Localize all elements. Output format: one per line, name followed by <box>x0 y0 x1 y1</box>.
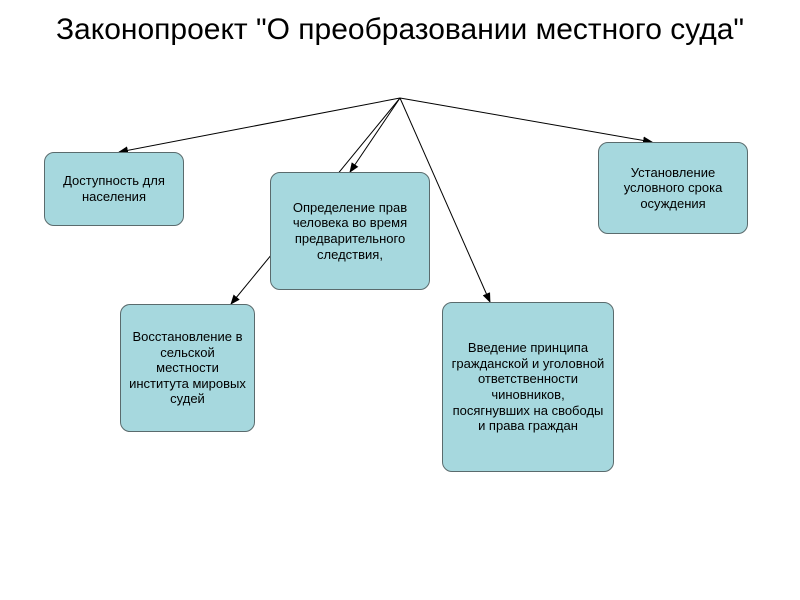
diagram-node-n4: Введение принципа гражданской и уголовно… <box>442 302 614 472</box>
diagram-title: Законопроект "О преобразовании местного … <box>0 12 800 48</box>
node-label: Определение прав человека во время предв… <box>279 200 421 262</box>
diagram-node-n3: Определение прав человека во время предв… <box>270 172 430 290</box>
node-label: Установление условного срока осуждения <box>607 165 739 212</box>
connector-n3 <box>350 98 400 172</box>
diagram-node-n5: Установление условного срока осуждения <box>598 142 748 234</box>
node-label: Доступность для населения <box>53 173 175 204</box>
diagram-node-n2: Восстановление в сельской местности инст… <box>120 304 255 432</box>
node-label: Введение принципа гражданской и уголовно… <box>451 340 605 434</box>
diagram-node-n1: Доступность для населения <box>44 152 184 226</box>
connector-n5 <box>400 98 652 142</box>
connector-n1 <box>119 98 400 152</box>
node-label: Восстановление в сельской местности инст… <box>129 329 246 407</box>
connector-layer <box>0 0 800 600</box>
